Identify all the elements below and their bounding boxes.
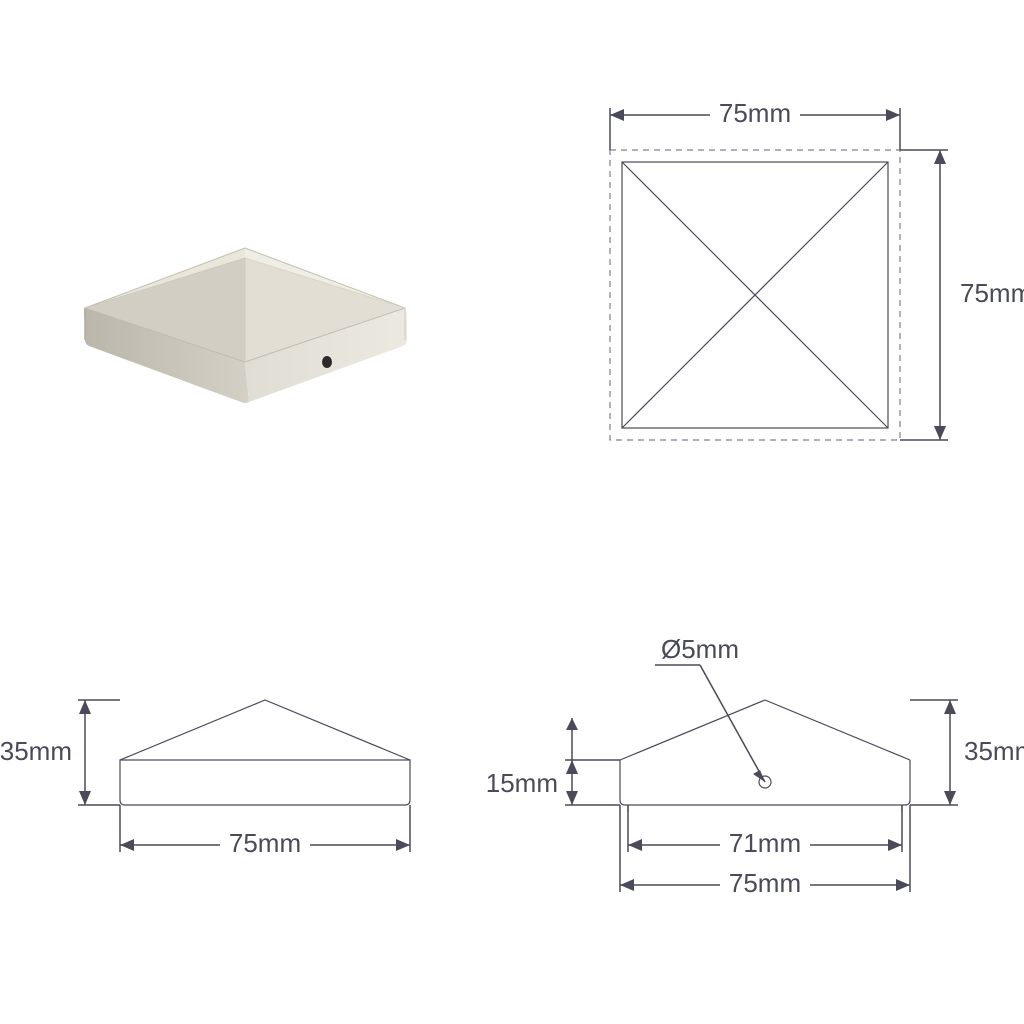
inner-width-label: 71mm (729, 828, 801, 858)
dim-hole-height: 15mm (486, 718, 620, 805)
outer-width-label: 75mm (729, 868, 801, 898)
dim-front-height: 35mm (910, 700, 1024, 805)
top-view-diagram: 75mm 75mm (610, 98, 1024, 440)
dim-inner-width: 71mm (628, 805, 902, 858)
front-height-label: 35mm (964, 736, 1024, 766)
side-view-diagram: 35mm 75mm (0, 700, 410, 858)
dim-top-height: 75mm (900, 150, 1024, 440)
dim-hole-diameter: Ø5mm (655, 634, 765, 782)
front-view-diagram: Ø5mm 35mm 15mm (486, 634, 1024, 898)
hole-dia-label: Ø5mm (661, 634, 739, 664)
product-3d-render (75, 220, 415, 420)
hole-height-label: 15mm (486, 768, 558, 798)
dim-top-width: 75mm (610, 98, 900, 150)
side-height-label: 35mm (0, 736, 72, 766)
top-width-label: 75mm (719, 98, 791, 128)
dim-side-width: 75mm (120, 805, 410, 858)
screw-hole (322, 356, 332, 368)
side-width-label: 75mm (229, 828, 301, 858)
dim-side-height: 35mm (0, 700, 120, 805)
top-height-label: 75mm (960, 278, 1024, 308)
